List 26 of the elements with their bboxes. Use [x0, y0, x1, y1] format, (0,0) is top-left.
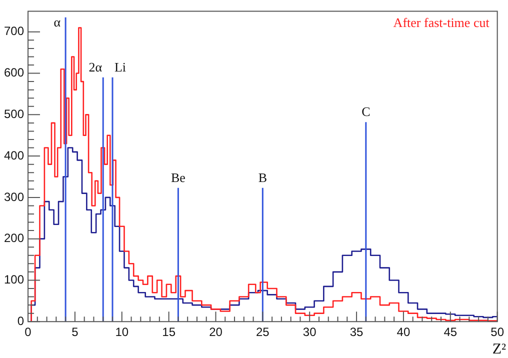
x-tick-label: 40	[396, 325, 410, 340]
annotation: B	[258, 170, 268, 185]
x-tick-label: 30	[302, 325, 317, 340]
y-tick-label: 400	[4, 148, 24, 162]
y-tick-label: 500	[4, 106, 24, 121]
annotation: C	[362, 104, 370, 120]
annotation: α	[54, 14, 61, 30]
x-tick-label: 45	[444, 325, 458, 340]
x-tick-label: 10	[115, 325, 129, 340]
x-tick-label: 35	[350, 325, 364, 340]
y-tick-label: 600	[4, 66, 24, 80]
x-tick-label: 20	[209, 325, 223, 340]
x-tick-label: 25	[256, 325, 270, 340]
y-tick-label: 700	[4, 24, 24, 38]
annotation: Li	[114, 59, 126, 74]
x-tick-label: 50	[490, 325, 504, 340]
y-tick-label: 200	[4, 231, 24, 246]
x-tick-label: 15	[162, 325, 176, 340]
y-tick-label: 300	[4, 190, 24, 204]
x-tick-label: 5	[72, 325, 79, 340]
annotation: Be	[170, 170, 186, 185]
x-axis-title: Z²	[492, 341, 506, 358]
text: After fast-time cut	[393, 15, 490, 30]
y-tick-label: 100	[4, 272, 24, 287]
y-tick-label: 0	[17, 314, 24, 328]
annotation: 2α	[88, 59, 102, 74]
